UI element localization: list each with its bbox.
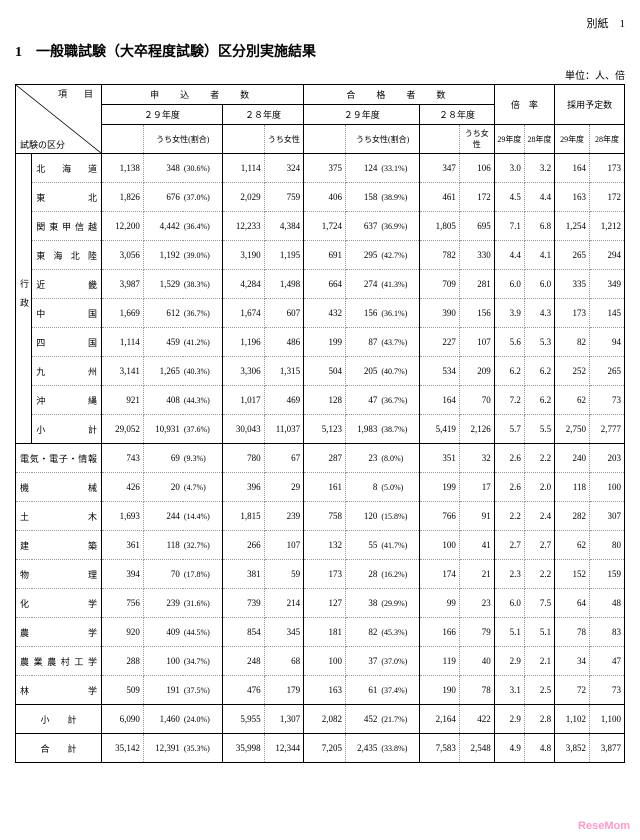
row-label: 沖縄	[32, 386, 102, 415]
row-label: 機械	[16, 473, 102, 502]
table-row: 機械 426 20 (4.7%) 396 29 161 8 (5.0%) 199…	[16, 473, 625, 502]
row-label: 建築	[16, 531, 102, 560]
row-label: 中国	[32, 299, 102, 328]
row-label: 農業農村工学	[16, 647, 102, 676]
table-row: 近畿 3,987 1,529 (38.3%) 4,284 1,498 664 2…	[16, 270, 625, 299]
unit-label: 単位：人、倍	[15, 67, 625, 82]
table-row: 農業農村工学 288 100 (34.7%) 248 68 100 37 (37…	[16, 647, 625, 676]
col-passers: 合 格 者 数	[304, 85, 495, 105]
table-row: 土木 1,693 244 (14.4%) 1,815 239 758 120 (…	[16, 502, 625, 531]
subtotal-row: 小 計 6,090 1,460 (24.0%) 5,955 1,307 2,08…	[16, 705, 625, 734]
row-label: 関東甲信越	[32, 212, 102, 241]
table-header: 項 目 試験の区分 申 込 者 数 合 格 者 数 倍 率 採用予定数 ２９年度…	[16, 85, 625, 154]
row-label: 東北	[32, 183, 102, 212]
col-applicants: 申 込 者 数	[101, 85, 303, 105]
subtotal-row: 小 計 29,052 10,931 (37.6%) 30,043 11,037 …	[16, 415, 625, 444]
row-label: 土木	[16, 502, 102, 531]
row-label: 電気・電子・情報	[16, 444, 102, 473]
table-row: 九州 3,141 1,265 (40.3%) 3,306 1,315 504 2…	[16, 357, 625, 386]
col-planned: 採用予定数	[555, 85, 625, 125]
table-row: 中国 1,669 612 (36.7%) 1,674 607 432 156 (…	[16, 299, 625, 328]
table-row: 沖縄 921 408 (44.3%) 1,017 469 128 47 (36.…	[16, 386, 625, 415]
side-label-admin: 行政	[16, 154, 32, 444]
row-label: 化学	[16, 589, 102, 618]
table-row: 化学 756 239 (31.6%) 739 214 127 38 (29.9%…	[16, 589, 625, 618]
table-row: 林学 509 191 (37.5%) 476 179 163 61 (37.4%…	[16, 676, 625, 705]
page-title: 1 一般職試験（大卒程度試験）区分別実施結果	[15, 41, 625, 61]
table-body: 行政北海道 1,138 348 (30.6%) 1,114 324 375 12…	[16, 154, 625, 763]
attachment-label: 別紙 1	[15, 15, 625, 31]
table-row: 東海北陸 3,056 1,192 (39.0%) 3,190 1,195 691…	[16, 241, 625, 270]
row-label: 九州	[32, 357, 102, 386]
header-diagonal: 項 目 試験の区分	[16, 85, 102, 154]
results-table: 項 目 試験の区分 申 込 者 数 合 格 者 数 倍 率 採用予定数 ２９年度…	[15, 84, 625, 763]
table-row: 行政北海道 1,138 348 (30.6%) 1,114 324 375 12…	[16, 154, 625, 183]
table-row: 農学 920 409 (44.5%) 854 345 181 82 (45.3%…	[16, 618, 625, 647]
table-row: 四国 1,114 459 (41.2%) 1,196 486 199 87 (4…	[16, 328, 625, 357]
col-ratio: 倍 率	[494, 85, 554, 125]
row-label: 農学	[16, 618, 102, 647]
total-row: 合 計 35,142 12,391 (35.3%) 35,998 12,344 …	[16, 734, 625, 763]
row-label: 林学	[16, 676, 102, 705]
table-row: 電気・電子・情報 743 69 (9.3%) 780 67 287 23 (8.…	[16, 444, 625, 473]
table-row: 物理 394 70 (17.8%) 381 59 173 28 (16.2%) …	[16, 560, 625, 589]
table-row: 関東甲信越 12,200 4,442 (36.4%) 12,233 4,384 …	[16, 212, 625, 241]
row-label: 東海北陸	[32, 241, 102, 270]
row-label: 北海道	[32, 154, 102, 183]
table-row: 東北 1,826 676 (37.0%) 2,029 759 406 158 (…	[16, 183, 625, 212]
row-label: 物理	[16, 560, 102, 589]
row-label: 近畿	[32, 270, 102, 299]
table-row: 建築 361 118 (32.7%) 266 107 132 55 (41.7%…	[16, 531, 625, 560]
row-label: 四国	[32, 328, 102, 357]
watermark: ReseMom	[578, 820, 630, 832]
